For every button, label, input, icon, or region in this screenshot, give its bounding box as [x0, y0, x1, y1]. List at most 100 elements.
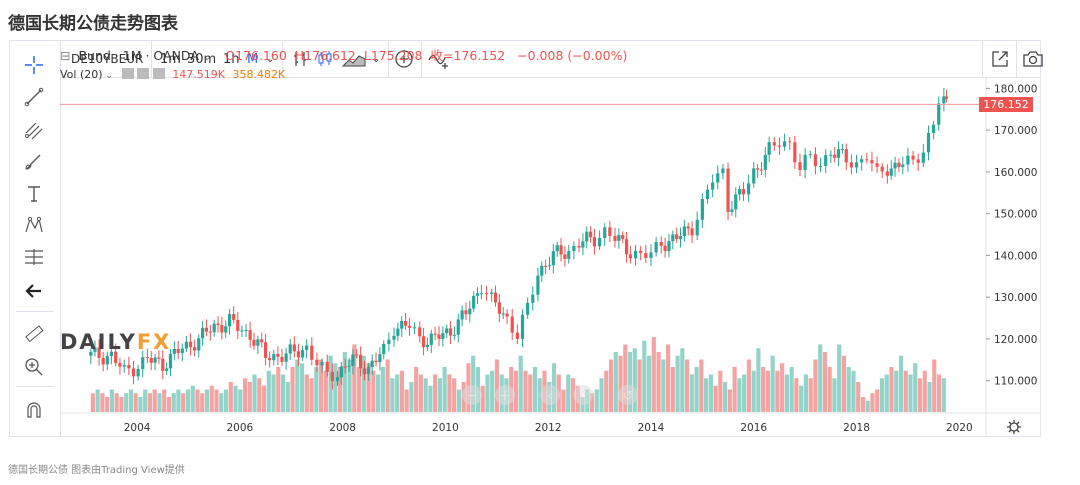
candle-body: [897, 162, 901, 168]
candle-body: [649, 252, 653, 258]
interval-30m[interactable]: 30m: [187, 51, 217, 67]
candle-body: [741, 189, 746, 195]
volume-bar: [594, 389, 599, 412]
candle-body: [276, 353, 280, 357]
volume-bar: [822, 352, 828, 412]
volume-bar: [314, 367, 319, 412]
settings-gear-icon[interactable]: [1007, 420, 1021, 434]
area-style-icon[interactable]: [342, 41, 366, 77]
text-tool-icon[interactable]: [21, 180, 47, 206]
candle-body: [263, 342, 268, 358]
volume-bar: [114, 393, 119, 412]
volume-bar: [119, 397, 124, 412]
toolbar-divider: [16, 311, 54, 312]
volume-bar: [561, 389, 566, 412]
volume-bar: [490, 370, 495, 412]
chevron-down-icon[interactable]: ⌄: [266, 53, 275, 65]
pattern-icon[interactable]: [21, 212, 47, 238]
interval-month[interactable]: M: [247, 51, 259, 67]
measure-lines-icon[interactable]: [21, 244, 47, 270]
volume-bar: [124, 393, 129, 412]
add-compare-icon[interactable]: [394, 41, 414, 77]
candle-body: [818, 165, 823, 167]
volume-bar: [271, 374, 276, 412]
fib-tool-icon[interactable]: [21, 116, 47, 142]
candle-body: [633, 250, 638, 259]
toolbar-divider: [388, 41, 389, 77]
candle-body: [563, 254, 567, 259]
chevron-down-icon[interactable]: ⌄: [202, 52, 212, 63]
candle-body: [460, 310, 464, 320]
volume-bar: [338, 367, 343, 412]
collapse-icon[interactable]: ⊟: [60, 48, 71, 63]
y-tick-label: 110.000: [994, 376, 1037, 388]
volume-bar: [870, 393, 875, 412]
volume-bar: [941, 378, 946, 412]
candle-body: [916, 159, 920, 163]
candle-body: [412, 327, 417, 329]
magnet-icon[interactable]: [21, 397, 47, 423]
zoom-in-icon[interactable]: [21, 354, 47, 380]
interval-1m[interactable]: 1m: [160, 51, 181, 67]
volume-bar: [371, 370, 376, 412]
candle-body: [464, 310, 468, 315]
zoom-out-icon[interactable]: [462, 385, 482, 405]
remove-icon[interactable]: [152, 68, 165, 79]
candle-body: [472, 295, 476, 309]
candle-body: [833, 154, 837, 158]
candle-style-icon[interactable]: [316, 41, 334, 77]
candle-body: [526, 302, 530, 315]
candle-body: [654, 241, 658, 253]
candle-body: [759, 169, 764, 171]
fullscreen-icon[interactable]: [990, 41, 1010, 77]
chevron-down-icon[interactable]: ⌄: [102, 71, 116, 81]
toolbar-divider: [282, 41, 283, 77]
candle-body: [201, 327, 205, 339]
zoom-in-control-icon[interactable]: [495, 385, 515, 405]
candle-body: [280, 356, 284, 362]
volume-bar: [295, 359, 300, 412]
ruler-icon[interactable]: [21, 321, 47, 347]
camera-icon[interactable]: [1022, 41, 1044, 77]
symbol-title[interactable]: Bund · 1M · OANDA: [78, 48, 199, 63]
symbol-button[interactable]: DE10YBEUR: [71, 52, 144, 66]
candle-body: [716, 173, 720, 183]
candle-body: [944, 96, 949, 99]
reset-icon[interactable]: [618, 385, 638, 405]
scroll-right-icon[interactable]: [573, 385, 593, 405]
candle-body: [479, 293, 483, 295]
interval-1h[interactable]: 1h: [223, 51, 240, 67]
volume-bar: [675, 355, 680, 412]
candle-body: [292, 344, 296, 352]
trend-line-icon[interactable]: [21, 84, 47, 110]
candle-body: [176, 349, 180, 354]
back-arrow-icon[interactable]: [21, 278, 47, 304]
candle-body: [425, 344, 430, 348]
candle-body: [284, 353, 288, 362]
candle-body: [141, 357, 145, 370]
volume-bar: [485, 374, 490, 412]
eye-icon[interactable]: [121, 68, 134, 79]
bar-style-icon[interactable]: [291, 41, 309, 77]
candle-body: [272, 353, 276, 361]
candle-body: [484, 293, 489, 295]
volume-title[interactable]: Vol (20): [60, 68, 103, 81]
candle-body: [315, 359, 319, 366]
volume-bar: [856, 382, 861, 412]
volume-bar: [737, 378, 742, 412]
scroll-left-icon[interactable]: [540, 385, 560, 405]
candle-body: [824, 155, 828, 166]
crosshair-icon[interactable]: [21, 52, 47, 78]
volume-bar: [761, 367, 766, 412]
candle-body: [122, 365, 126, 367]
candle-body: [93, 347, 97, 352]
settings-icon[interactable]: [137, 68, 150, 79]
brush-icon[interactable]: [21, 148, 47, 174]
candle-body: [355, 354, 359, 356]
chevron-down-icon[interactable]: ⌄: [372, 53, 381, 65]
volume-bar: [727, 389, 732, 412]
candle-body: [901, 164, 905, 168]
indicators-icon[interactable]: [427, 41, 451, 77]
svg-text:‹: ‹: [547, 388, 553, 404]
